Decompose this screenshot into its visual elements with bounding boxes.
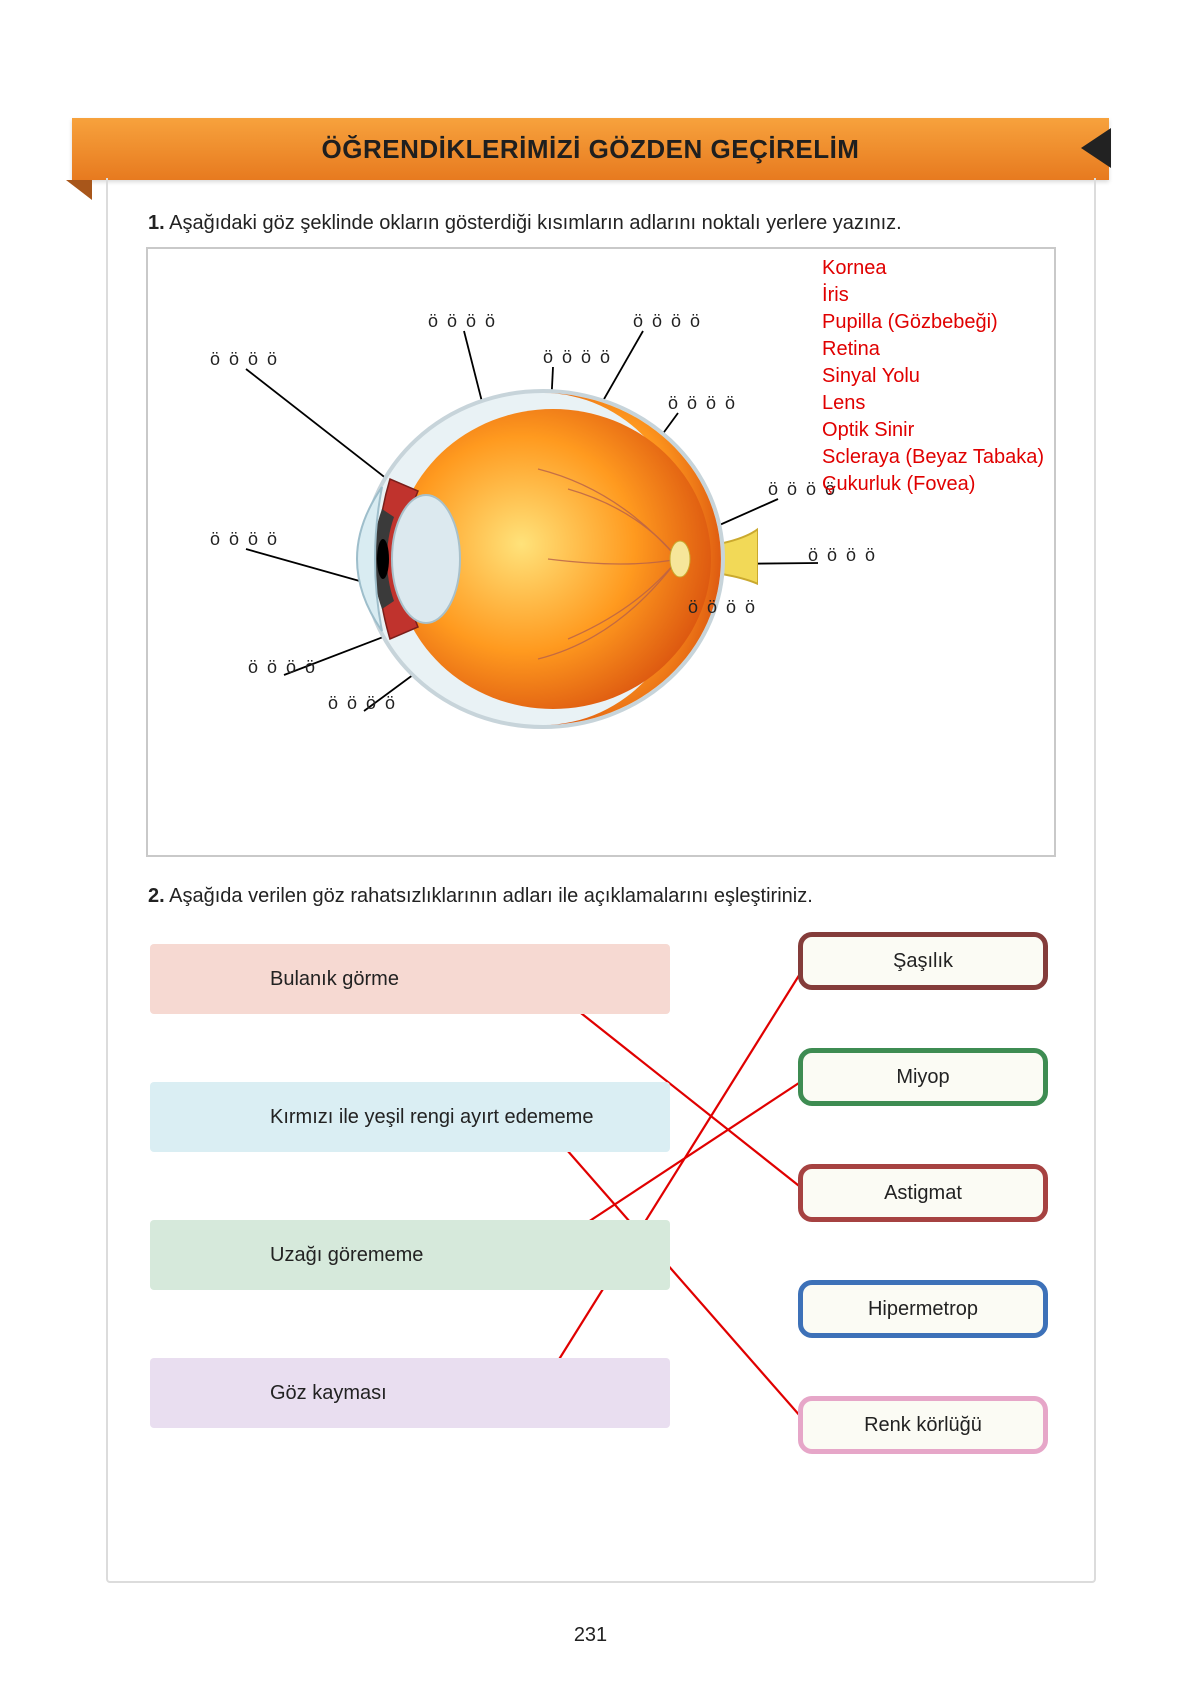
symptom-stripe: Kırmızı ile yeşil rengi ayırt edememe xyxy=(150,1082,670,1152)
eye-diagram-box: ö ö ö ö ö ö ö ö ö ö ö ö ö ö ö ö ö ö ö ö ö ö ö… xyxy=(146,247,1056,857)
diagram-label: ö ö ö ö xyxy=(808,545,877,566)
diagram-label: ö ö ö ö xyxy=(668,393,737,414)
answer-item: Çukurluk (Fovea) xyxy=(822,471,1044,498)
answer-item: Optik Sinir xyxy=(822,417,1044,444)
symptom-stripe: Uzağı görememe xyxy=(150,1220,670,1290)
condition-box: Astigmat xyxy=(798,1164,1048,1222)
page-number: 231 xyxy=(0,1624,1181,1647)
answer-item: Pupilla (Gözbebeği) xyxy=(822,309,1044,336)
question1-number: 1. xyxy=(148,212,165,234)
diagram-label: ö ö ö ö xyxy=(328,693,397,714)
worksheet-page: ÖĞRENDİKLERİMİZİ GÖZDEN GEÇİRELİM 1. Aşa… xyxy=(0,0,1181,1683)
page-title: ÖĞRENDİKLERİMİZİ GÖZDEN GEÇİRELİM xyxy=(322,134,860,165)
symptom-stripe: Bulanık görme xyxy=(150,944,670,1014)
ribbon-notch-right xyxy=(1081,128,1111,168)
symptom-stripe: Göz kayması xyxy=(150,1358,670,1428)
content-frame: 1. Aşağıdaki göz şeklinde okların göster… xyxy=(106,178,1096,1583)
answer-item: Retina xyxy=(822,336,1044,363)
answer-item: Lens xyxy=(822,390,1044,417)
answer-list-red: KorneaİrisPupilla (Gözbebeği)RetinaSinya… xyxy=(822,255,1044,498)
diagram-label: ö ö ö ö xyxy=(428,311,497,332)
question2-prompt: 2. Aşağıda verilen göz rahatsızlıklarını… xyxy=(148,885,1074,908)
question2-number: 2. xyxy=(148,885,165,907)
answer-item: Kornea xyxy=(822,255,1044,282)
answer-item: Sinyal Yolu xyxy=(822,363,1044,390)
question1-text: Aşağıdaki göz şeklinde okların gösterdiğ… xyxy=(169,212,902,234)
header-banner: ÖĞRENDİKLERİMİZİ GÖZDEN GEÇİRELİM xyxy=(72,118,1109,180)
eye-illustration xyxy=(338,369,758,739)
diagram-label: ö ö ö ö xyxy=(248,657,317,678)
condition-box: Miyop xyxy=(798,1048,1048,1106)
diagram-label: ö ö ö ö xyxy=(210,349,279,370)
answer-item: İris xyxy=(822,282,1044,309)
matching-area: Bulanık görme Kırmızı ile yeşil rengi ayı… xyxy=(128,932,1074,1512)
condition-box: Hipermetrop xyxy=(798,1280,1048,1338)
diagram-label: ö ö ö ö xyxy=(633,311,702,332)
diagram-label: ö ö ö ö xyxy=(210,529,279,550)
condition-box: Renk körlüğü xyxy=(798,1396,1048,1454)
diagram-label: ö ö ö ö xyxy=(688,597,757,618)
question1-prompt: 1. Aşağıdaki göz şeklinde okların göster… xyxy=(148,212,1074,235)
condition-box: Şaşılık xyxy=(798,932,1048,990)
answer-item: Scleraya (Beyaz Tabaka) xyxy=(822,444,1044,471)
diagram-label: ö ö ö ö xyxy=(543,347,612,368)
question2-text: Aşağıda verilen göz rahatsızlıklarının a… xyxy=(169,885,813,907)
ribbon-fold-left xyxy=(66,180,92,200)
